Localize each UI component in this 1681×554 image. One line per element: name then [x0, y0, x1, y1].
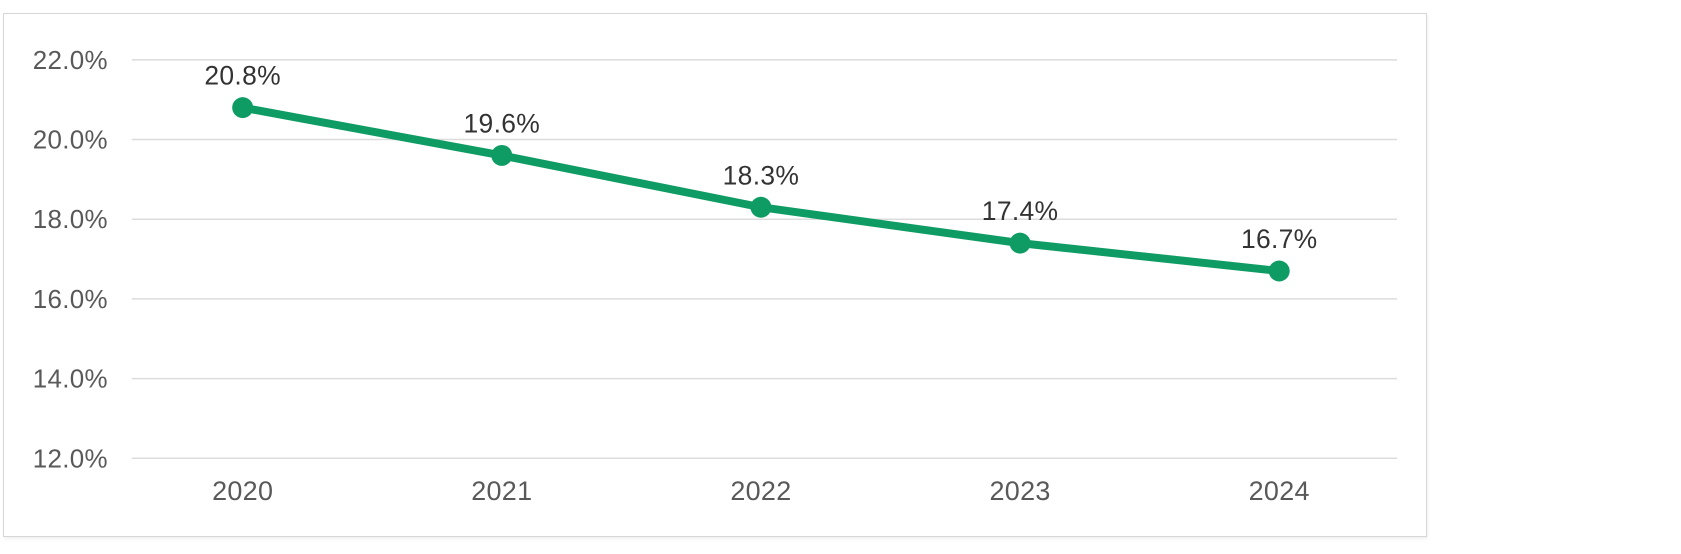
data-label: 18.3%: [723, 160, 800, 190]
data-label: 20.8%: [204, 61, 281, 91]
x-axis-tick-label: 2023: [990, 476, 1051, 506]
data-point-marker: [232, 97, 254, 119]
y-axis-tick-label: 12.0%: [33, 445, 108, 473]
data-point-marker: [491, 144, 513, 166]
y-axis-tick-label: 18.0%: [33, 206, 108, 234]
data-label: 19.6%: [464, 109, 541, 139]
data-label: 17.4%: [982, 196, 1059, 226]
chart-card: 22.0% 20.0% 18.0% 16.0% 14.0% 12.0% 2020 2021 20…: [3, 13, 1427, 537]
x-axis-tick-label: 2024: [1249, 476, 1310, 506]
x-axis-tick-label: 2022: [730, 476, 791, 506]
x-axis-tick-label: 2020: [212, 476, 273, 506]
data-label: 16.7%: [1241, 224, 1318, 254]
data-point-marker: [1268, 260, 1290, 282]
data-point-marker: [750, 196, 772, 218]
y-axis-tick-label: 16.0%: [33, 286, 108, 314]
y-axis-tick-label: 14.0%: [33, 366, 108, 394]
y-axis-tick-label: 20.0%: [33, 127, 108, 155]
y-axis-tick-label: 22.0%: [33, 47, 108, 75]
x-axis-tick-label: 2021: [471, 476, 532, 506]
data-point-marker: [1009, 232, 1031, 254]
line-chart: 22.0% 20.0% 18.0% 16.0% 14.0% 12.0% 2020 2021 20…: [33, 47, 1398, 506]
